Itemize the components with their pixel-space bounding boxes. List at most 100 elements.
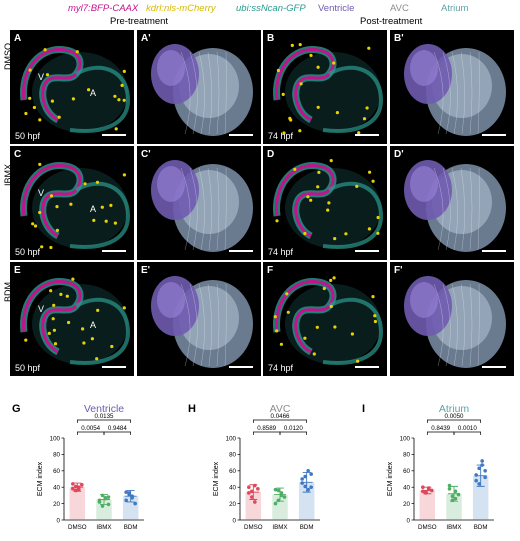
data-point [250, 489, 254, 494]
x-tick-label: BDM [300, 524, 314, 531]
significance-bracket [453, 431, 482, 435]
data-point [300, 477, 304, 481]
data-point [309, 485, 313, 489]
error-bar [448, 485, 460, 502]
significance-bracket [279, 431, 308, 435]
x-tick-label: BDM [124, 524, 138, 531]
confocal-image [263, 30, 387, 144]
ventricle-label: V [38, 188, 45, 198]
scale-bar [102, 134, 126, 136]
significance-bracket [426, 431, 455, 435]
panel-label: A' [141, 33, 151, 44]
panel-ibmx-render-post: D' [390, 146, 514, 260]
data-point [477, 482, 481, 486]
data-point [483, 469, 487, 473]
p-value-label: 0.8589 [257, 425, 276, 432]
chart-svg: G Ventricle ECM index 0 20 40 60 80 100 DMSO IBMX B… [12, 403, 144, 531]
scale-bar [355, 366, 379, 368]
y-tick-label: 0 [233, 517, 237, 524]
panel-bdm-render-pre: E' [137, 262, 261, 376]
data-point [427, 486, 431, 490]
data-point [74, 484, 78, 489]
panel-label: E' [141, 265, 151, 276]
data-point [306, 487, 310, 492]
header-post-treatment: Post-treatment [360, 16, 423, 27]
data-point [480, 459, 484, 463]
data-point [477, 466, 481, 471]
legend-ubi: ubi:ssNcan-GFP [236, 3, 306, 14]
y-tick-label: 100 [226, 435, 237, 442]
data-point [474, 473, 478, 477]
data-point [276, 498, 281, 503]
chart-panel-letter: I [362, 403, 365, 415]
ventricle-label: V [38, 304, 45, 314]
confocal-image [10, 146, 134, 260]
panel-label: B' [394, 33, 404, 44]
data-point [250, 495, 254, 499]
panel-label: C [14, 149, 22, 160]
data-point [247, 485, 251, 489]
confocal-image [263, 262, 387, 376]
y-tick-label: 40 [403, 485, 410, 492]
chart-ventricle: G Ventricle ECM index 0 20 40 60 80 100 DMSO IBMX B… [10, 398, 170, 536]
data-point [480, 463, 484, 467]
data-point [303, 474, 307, 479]
data-point [421, 485, 425, 489]
bar-dmso [69, 487, 86, 520]
panel-label: C' [141, 149, 151, 160]
data-point [127, 492, 131, 497]
data-point [100, 493, 105, 498]
data-point [282, 495, 287, 499]
scale-bar [229, 366, 253, 368]
data-point [430, 488, 434, 493]
data-point [306, 469, 310, 473]
scale-bar [482, 250, 506, 252]
y-tick-label: 0 [407, 517, 411, 524]
heart-3d-render [390, 262, 514, 376]
panel-ibmx-confocal-post: D 74 hpf [263, 146, 387, 260]
panel-label: D' [394, 149, 404, 160]
data-point [447, 483, 452, 488]
chart-title: Atrium [439, 403, 470, 415]
panel-ibmx-confocal-pre: C 50 hpf V A [10, 146, 134, 260]
data-point [453, 489, 458, 494]
significance-bracket [252, 431, 281, 435]
y-tick-label: 60 [403, 468, 410, 475]
x-tick-label: IBMX [96, 524, 111, 531]
stage-label: 74 hpf [268, 247, 294, 257]
y-tick-label: 20 [229, 501, 236, 508]
heart-3d-render [137, 30, 261, 144]
stage-label: 50 hpf [15, 247, 41, 257]
scale-bar [229, 250, 253, 252]
heart-3d-render [137, 262, 261, 376]
data-point [256, 487, 260, 491]
y-tick-label: 80 [53, 452, 60, 459]
data-point [474, 478, 478, 483]
panel-label: B [267, 33, 275, 44]
legend-kdrl: kdrl:nls-mCherry [146, 3, 216, 14]
y-axis-label: ECM index [213, 461, 220, 496]
panel-dmso-render-post: B' [390, 30, 514, 144]
p-value-label: 0.0054 [81, 425, 100, 432]
y-tick-label: 60 [53, 468, 60, 475]
y-axis-label: ECM index [387, 461, 394, 496]
panel-dmso-confocal-post: B 74 hpf [263, 30, 387, 144]
stage-label: 74 hpf [268, 131, 294, 141]
heart-3d-render [137, 146, 261, 260]
data-point [309, 472, 313, 476]
legend-myl7: myl7:BFP-CAAX [68, 3, 139, 14]
ventricle-label: V [38, 72, 45, 82]
p-value-label: 0.9484 [108, 425, 127, 432]
panel-dmso-render-pre: A' [137, 30, 261, 144]
error-bar [300, 471, 313, 493]
x-tick-label: BDM [474, 524, 488, 531]
data-point [71, 487, 75, 491]
bar-dmso [419, 490, 436, 520]
panel-label: F' [394, 265, 403, 276]
y-tick-label: 100 [50, 435, 61, 442]
p-value-label: 0.0135 [95, 413, 114, 420]
scale-bar [355, 134, 379, 136]
x-tick-label: DMSO [68, 524, 87, 531]
panel-label: E [14, 265, 21, 276]
data-point [273, 501, 278, 506]
